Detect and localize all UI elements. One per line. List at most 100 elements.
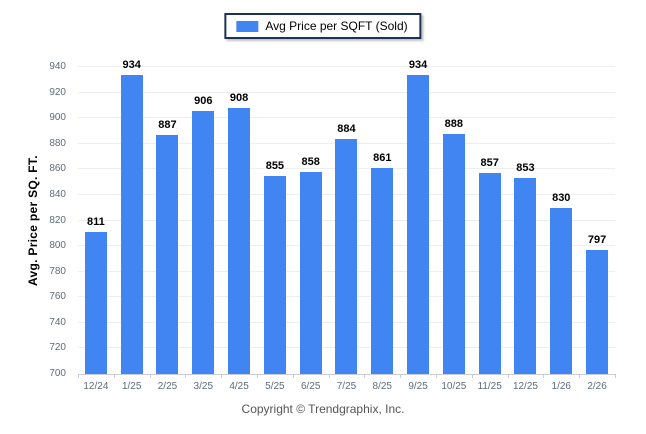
y-tick-label: 920 [49,86,66,98]
bar [586,249,609,374]
x-tick-label: 10/25 [441,381,467,392]
bar [156,134,179,374]
x-tick-mark [328,374,330,378]
x-tick-label: 8/25 [372,381,392,392]
bar-slot: 811 [78,67,114,374]
bar-slot: 906 [185,67,221,374]
x-tick-label: 2/25 [157,381,178,392]
x-tick-mark [149,374,151,378]
gridline [78,66,615,67]
bar-slot: 855 [257,67,293,374]
bar [407,74,430,374]
bar-value-label: 887 [158,118,177,131]
x-tick-mark [543,374,545,378]
x-tick-mark [471,374,473,378]
x-tick-label: 9/25 [408,381,428,392]
bar-value-label: 858 [301,155,320,168]
bar-value-label: 884 [337,122,356,135]
bar-value-label: 811 [87,216,105,229]
bar [478,173,501,374]
x-tick-mark [257,374,258,378]
y-tick-label: 780 [49,265,66,277]
x-tick-label: 11/25 [477,381,502,392]
gridline [78,91,615,93]
bar-value-label: 853 [516,162,535,175]
bar-value-label: 861 [373,152,392,165]
x-tick-mark [615,374,616,378]
y-axis-tick-labels: 700 720 740 760 780 800 820 840 860 880 900 920 940 [0,62,72,379]
x-tick-label: 4/25 [229,381,249,392]
x-tick-mark [221,374,223,378]
bar-value-label: 797 [587,233,607,246]
x-tick-mark [579,374,581,378]
x-axis-ticks [78,374,616,379]
x-tick-mark [507,374,509,378]
y-tick-label: 820 [49,214,66,226]
bar-value-label: 857 [480,157,499,170]
legend-label: Avg Price per SQFT (Sold) [265,19,408,33]
bar-value-label: 906 [194,94,213,107]
bar-slot: 884 [329,67,365,374]
bar-value-label: 855 [265,159,285,172]
x-tick-mark [292,374,294,378]
y-tick-label: 700 [49,368,66,379]
x-tick-mark [185,374,187,378]
x-tick-label: 1/25 [121,381,142,392]
bar-value-label: 888 [444,117,464,130]
bar-slot: 887 [150,67,186,374]
bar [299,171,322,374]
x-tick-mark [113,374,115,378]
x-tick-label: 2/26 [587,381,607,392]
x-tick-label: 12/25 [512,381,538,392]
bar-slot: 934 [400,59,436,374]
bar [228,107,251,374]
y-tick-label: 940 [49,61,66,72]
x-tick-label: 12/24 [83,381,109,392]
bar-slot: 908 [221,67,257,374]
bar-value-label: 908 [229,91,249,104]
bar [84,232,107,374]
bar-slot: 861 [364,67,400,374]
bar [514,178,537,374]
bar [442,133,465,374]
x-tick-label: 6/25 [300,381,321,392]
y-tick-label: 900 [49,112,66,124]
copyright: Copyright © Trendgraphix, Inc. [241,402,405,416]
x-tick-mark [436,374,437,378]
y-tick-label: 840 [49,188,66,200]
y-tick-label: 860 [49,163,66,175]
y-tick-label: 800 [49,240,66,252]
bar [335,138,358,374]
x-tick-mark [364,374,366,378]
x-tick-label: 1/26 [551,381,571,392]
x-tick-label: 7/25 [336,381,357,392]
legend-swatch-icon [236,20,259,32]
y-tick-label: 880 [49,137,66,149]
plot-area: 811 934 887 906 908 855 858 884 861 934 888 857 853 8… [78,59,615,375]
gridline [78,117,615,119]
bar-value-label: 830 [552,191,571,204]
bar-slot: 797 [579,67,615,374]
bar [550,207,573,374]
x-tick-mark [400,374,402,378]
y-tick-label: 720 [49,342,66,354]
bar-slot: 858 [293,67,329,374]
bar [192,110,215,374]
x-tick-label: 5/25 [265,381,285,392]
bar-slot: 853 [508,67,544,374]
bar-slot: 830 [543,67,579,374]
bar [263,175,286,374]
bar-value-label: 934 [122,58,141,71]
legend: Avg Price per SQFT (Sold) [224,13,422,39]
y-tick-label: 760 [49,291,66,303]
x-axis-labels: 12/24 1/25 2/25 3/25 4/25 5/25 6/25 7/25 8/25 9/2… [78,381,615,392]
y-tick-label: 740 [49,316,66,328]
bar-slot: 888 [436,67,472,374]
bar-slot: 857 [472,67,508,374]
x-tick-mark [78,374,79,378]
bar-slot: 934 [114,59,150,374]
bar-value-label: 934 [408,58,428,71]
bar [371,168,394,374]
bar-series: 811 934 887 906 908 855 858 884 861 934 888 857 853 8… [78,59,615,374]
